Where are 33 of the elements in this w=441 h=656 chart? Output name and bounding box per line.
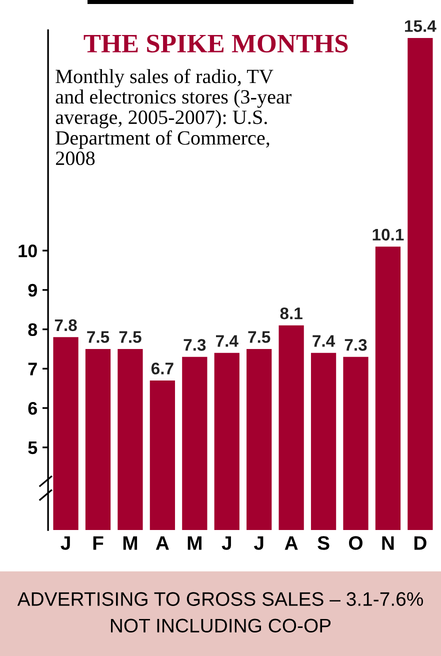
text: Monthly sales of radio, TV and electronics stores (3-year average, 2005-2007): U.S. Department of Commerce, 2008 (56, 68, 292, 166)
data-label: 15.4 (405, 20, 436, 32)
y-tick-label: 6 (28, 402, 37, 415)
x-tick-label: M (188, 536, 202, 550)
x-tick-label: N (382, 536, 394, 550)
y-tick-label: 10 (18, 244, 37, 258)
y-tick-label: 7 (28, 362, 37, 376)
data-label: 8.1 (280, 308, 302, 320)
x-tick-label: F (93, 536, 104, 550)
x-tick-label: D (414, 536, 426, 550)
y-tick-label: 9 (28, 284, 37, 297)
x-tick-label: J (254, 536, 264, 550)
x-tick-label: S (318, 536, 330, 550)
x-tick-label: A (284, 536, 298, 550)
data-label: 7.4 (312, 335, 336, 347)
y-tick-label: 5 (28, 442, 38, 454)
data-label: 7.3 (184, 338, 206, 351)
data-label: 7.5 (248, 331, 270, 343)
text: ADVERTISING TO GROSS SALES – 3.1-7.6% NOT INCLUDING CO-OP (17, 592, 423, 633)
x-tick-label: A (156, 536, 169, 550)
x-tick-label: O (348, 536, 362, 550)
data-label: 7.3 (344, 338, 367, 351)
data-label: 10.1 (372, 228, 404, 241)
data-label: 7.5 (87, 331, 110, 343)
x-tick-label: J (222, 536, 231, 550)
x-tick-label: J (60, 536, 70, 550)
y-tick-label: 8 (28, 323, 38, 336)
data-label: 7.5 (119, 331, 142, 343)
data-label: 7.8 (54, 319, 77, 332)
data-label: 7.4 (216, 335, 238, 347)
x-tick-label: M (123, 536, 138, 550)
chart-title: THE SPIKE MONTHS (84, 34, 348, 53)
data-label: 6.7 (151, 362, 174, 374)
